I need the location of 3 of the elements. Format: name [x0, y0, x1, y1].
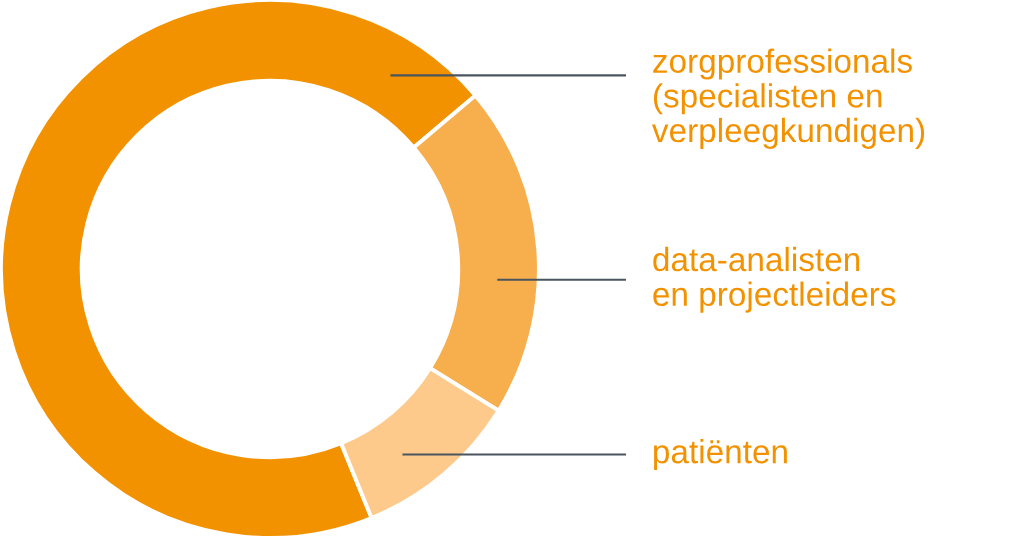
slice-label: data-analisten en projectleiders	[653, 246, 896, 313]
slice-label: patiënten	[654, 439, 787, 471]
slice-label: zorgprofessionals (specialisten en verpleegkundigen)	[651, 48, 925, 149]
